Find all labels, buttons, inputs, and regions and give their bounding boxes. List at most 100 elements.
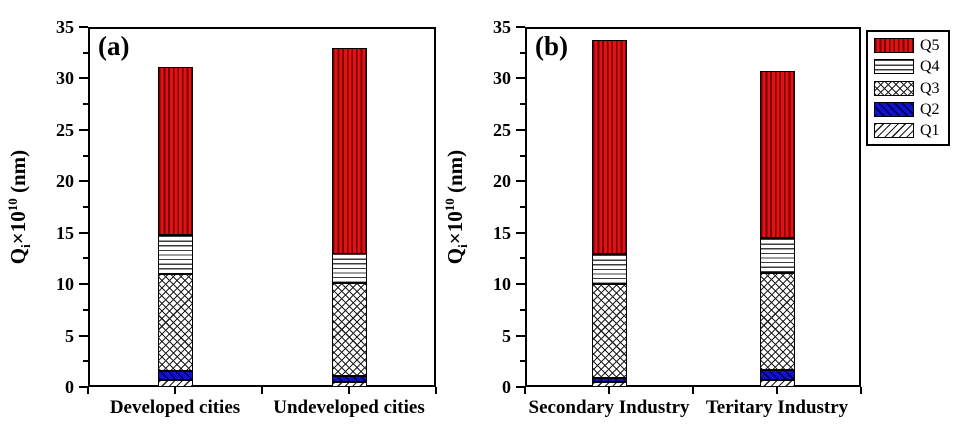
bar-segment-q1-developed-cities — [158, 380, 193, 387]
y-axis-tick-label: 15 — [56, 222, 74, 243]
y-axis-minor-tick — [520, 154, 525, 157]
y-axis-minor-tick — [520, 257, 525, 260]
bar-segment-q2-developed-cities — [158, 371, 193, 380]
x-axis-tick — [776, 387, 778, 394]
y-axis-minor-tick — [83, 308, 88, 311]
y-axis-tick-label: 35 — [56, 17, 74, 37]
y-axis-minor-tick — [520, 103, 525, 106]
bar-segment-q1-undeveloped-cities — [332, 382, 367, 387]
bar-segment-q1-teritary-industry — [760, 380, 795, 387]
x-axis-tick — [174, 387, 176, 394]
legend-swatch-q1-icon — [874, 123, 914, 138]
bar-segment-q5-teritary-industry — [760, 71, 795, 238]
bar-segment-q1-secondary-industry — [592, 382, 627, 387]
y-axis-major-tick — [516, 77, 525, 80]
bar-segment-q4-developed-cities — [158, 235, 193, 274]
y-axis-minor-tick — [520, 51, 525, 54]
y-axis-minor-tick — [83, 360, 88, 363]
legend-swatch-q4-icon — [874, 59, 914, 75]
y-axis-major-tick — [516, 180, 525, 183]
x-axis-tick — [87, 387, 89, 394]
y-axis-label: Qi×1010 (nm) — [442, 149, 471, 265]
y-axis-minor-tick — [520, 308, 525, 311]
y-axis-tick-label: 15 — [493, 222, 511, 243]
x-axis-tick — [692, 387, 694, 394]
y-axis-major-tick — [516, 283, 525, 286]
y-axis-tick-label: 25 — [493, 119, 511, 140]
x-axis-tick — [524, 387, 526, 394]
y-axis-tick-label: 35 — [493, 17, 511, 37]
panel-label-b: (b) — [535, 31, 568, 61]
bar-segment-q2-secondary-industry — [592, 378, 627, 382]
bar-segment-q3-teritary-industry — [760, 273, 795, 370]
legend-label: Q2 — [920, 100, 940, 118]
y-axis-major-tick — [79, 283, 88, 286]
y-axis-major-tick — [516, 386, 525, 388]
y-axis-tick-label: 20 — [493, 171, 511, 192]
panel-label-a: (a) — [98, 31, 130, 61]
y-axis-major-tick — [516, 231, 525, 234]
x-axis-tick — [435, 387, 437, 394]
legend-label: Q1 — [920, 122, 940, 139]
y-axis-label: Qi×1010 (nm) — [5, 149, 34, 265]
y-axis-minor-tick — [83, 154, 88, 157]
legend-swatch-q3-icon — [874, 80, 914, 96]
y-axis-minor-tick — [83, 206, 88, 208]
x-axis-tick — [608, 387, 610, 394]
y-axis-major-tick — [79, 26, 88, 28]
y-axis-major-tick — [79, 180, 88, 183]
y-axis-major-tick — [516, 26, 525, 28]
bar-segment-q5-secondary-industry — [592, 40, 627, 254]
legend-item-q1: Q1 — [874, 122, 942, 139]
legend-label: Q3 — [920, 79, 940, 97]
x-axis-tick — [860, 387, 862, 394]
legend-item-q5: Q5 — [874, 37, 942, 54]
y-axis-tick-label: 5 — [65, 325, 74, 346]
bar-segment-q3-secondary-industry — [592, 284, 627, 378]
bar-segment-q3-developed-cities — [158, 274, 193, 371]
y-axis-tick-label: 20 — [56, 171, 74, 192]
y-axis-tick-label: 5 — [502, 325, 511, 346]
bar-segment-q5-undeveloped-cities — [332, 48, 367, 254]
bar-segment-q4-secondary-industry — [592, 254, 627, 284]
x-axis-tick — [261, 387, 263, 394]
x-category-label: Teritary Industry — [705, 397, 849, 418]
bar-segment-q2-teritary-industry — [760, 370, 795, 380]
y-axis-minor-tick — [83, 51, 88, 54]
y-axis-tick-label: 30 — [493, 68, 511, 89]
legend-label: Q5 — [920, 37, 940, 54]
legend-box: Q5 Q4 Q3 Q2 Q1 — [866, 30, 950, 146]
y-axis-minor-tick — [520, 206, 525, 208]
legend-item-q4: Q4 — [874, 58, 942, 75]
bar-segment-q3-undeveloped-cities — [332, 283, 367, 376]
bar-segment-q2-undeveloped-cities — [332, 376, 367, 382]
y-axis-major-tick — [79, 128, 88, 131]
legend-label: Q4 — [920, 58, 940, 76]
y-axis-minor-tick — [520, 360, 525, 363]
bar-segment-q4-teritary-industry — [760, 238, 795, 273]
y-axis-tick-label: 10 — [493, 274, 511, 295]
y-axis-tick-label: 0 — [502, 377, 511, 397]
legend-item-q2: Q2 — [874, 101, 942, 118]
plot-area-b — [525, 27, 861, 387]
plot-area-a — [88, 27, 436, 387]
y-axis-minor-tick — [83, 103, 88, 106]
y-axis-major-tick — [516, 128, 525, 131]
y-axis-tick-label: 10 — [56, 274, 74, 295]
x-axis-tick — [348, 387, 350, 394]
y-axis-tick-label: 30 — [56, 68, 74, 89]
y-axis-major-tick — [79, 386, 88, 388]
bar-segment-q5-developed-cities — [158, 67, 193, 235]
x-category-label: Secondary Industry — [528, 397, 690, 418]
bar-segment-q4-undeveloped-cities — [332, 253, 367, 283]
y-axis-minor-tick — [83, 257, 88, 260]
y-axis-major-tick — [79, 231, 88, 234]
y-axis-major-tick — [79, 77, 88, 80]
legend-swatch-q2-icon — [874, 101, 914, 117]
legend-item-q3: Q3 — [874, 80, 942, 97]
y-axis-major-tick — [516, 334, 525, 337]
y-axis-tick-label: 0 — [65, 377, 74, 397]
x-category-label: Developed cities — [109, 397, 241, 418]
x-category-label: Undeveloped cities — [273, 397, 425, 418]
